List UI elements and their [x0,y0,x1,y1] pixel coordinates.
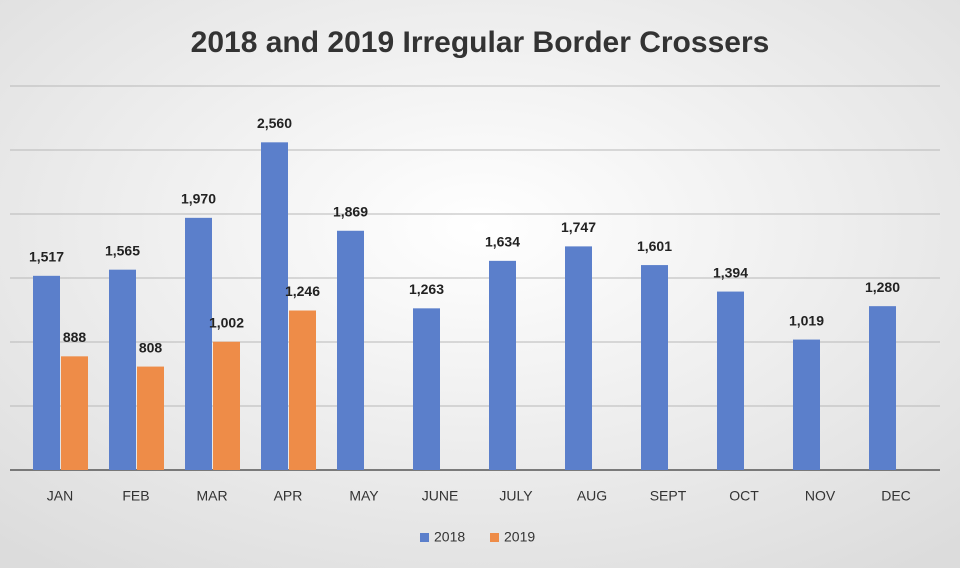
data-label: 1,246 [285,283,320,299]
data-label: 2,560 [257,115,292,131]
data-label: 1,019 [789,312,824,328]
bar [33,275,60,470]
x-tick-label: DEC [881,488,911,504]
x-tick-label: JULY [499,488,533,504]
bar [213,341,240,470]
legend-label: 2018 [434,529,465,545]
data-label: 1,747 [561,219,596,235]
bar [641,265,668,470]
data-label: 808 [139,339,163,355]
data-label: 1,394 [713,264,748,280]
bar [109,269,136,470]
x-tick-label: JAN [47,488,73,504]
bar [565,246,592,470]
bar [413,308,440,470]
data-label: 1,869 [333,203,368,219]
x-tick-label: NOV [805,488,836,504]
bar [261,142,288,470]
bar [337,230,364,470]
bar [717,291,744,470]
bar [489,260,516,470]
legend-swatch [420,533,429,542]
data-label: 1,601 [637,238,672,254]
chart-title: 2018 and 2019 Irregular Border Crossers [191,26,770,59]
data-label: 1,517 [29,249,64,265]
data-label: 1,263 [409,281,444,297]
x-tick-label: AUG [577,488,607,504]
x-tick-label: MAR [196,488,227,504]
x-tick-label: APR [274,488,303,504]
data-label: 1,970 [181,191,216,207]
x-tick-label: OCT [729,488,759,504]
legend-swatch [490,533,499,542]
data-label: 1,002 [209,314,244,330]
bar [289,310,316,470]
bar [869,306,896,470]
bar [185,217,212,470]
x-tick-label: SEPT [650,488,687,504]
x-tick-label: MAY [349,488,379,504]
data-label: 888 [63,329,87,345]
bar [137,366,164,470]
x-tick-label: JUNE [422,488,459,504]
data-label: 1,634 [485,234,520,250]
bar [61,356,88,470]
legend-label: 2019 [504,529,535,545]
data-label: 1,280 [865,279,900,295]
plot: JAN 1,517 888 FEB 1,565 808 MAR 1,970 1,002 APR 2,… [29,115,911,504]
grid [10,85,940,471]
bar [793,339,820,470]
data-label: 1,565 [105,242,140,258]
x-tick-label: FEB [122,488,149,504]
